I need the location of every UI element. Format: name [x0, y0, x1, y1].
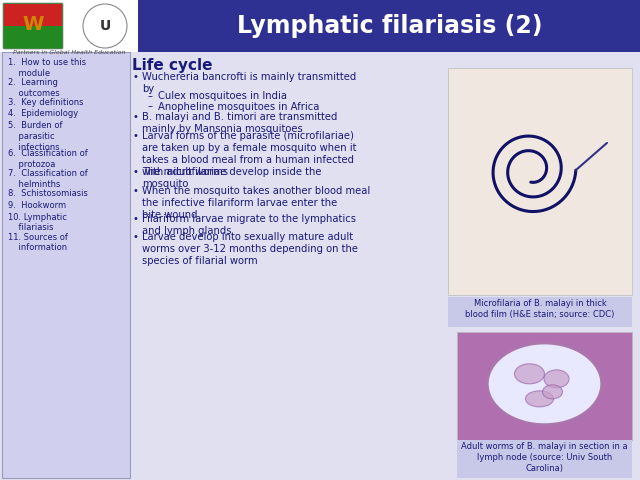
Text: •: •	[132, 131, 138, 141]
Text: U: U	[99, 19, 111, 33]
Text: 10. Lymphatic
    filariasis: 10. Lymphatic filariasis	[8, 213, 67, 232]
Text: Wuchereria bancrofti is mainly transmitted
by: Wuchereria bancrofti is mainly transmitt…	[142, 72, 356, 94]
Text: •: •	[132, 72, 138, 82]
Text: When the mosquito takes another blood meal
the infective filariform larvae enter: When the mosquito takes another blood me…	[142, 186, 371, 220]
Text: 5.  Burden of
    parasitic
    infections: 5. Burden of parasitic infections	[8, 121, 63, 152]
Text: 9.  Hookworm: 9. Hookworm	[8, 201, 66, 210]
Text: Life cycle: Life cycle	[132, 58, 212, 73]
Ellipse shape	[544, 370, 569, 388]
Text: Larvae develop into sexually mature adult
worms over 3-12 months depending on th: Larvae develop into sexually mature adul…	[142, 232, 358, 266]
Text: •: •	[132, 186, 138, 196]
Text: –: –	[148, 101, 153, 111]
Text: Larval forms of the parasite (microfilariae)
are taken up by a female mosquito w: Larval forms of the parasite (microfilar…	[142, 131, 356, 177]
FancyBboxPatch shape	[0, 52, 640, 480]
FancyBboxPatch shape	[457, 440, 632, 478]
Text: Filariform larvae migrate to the lymphatics
and lymph glands: Filariform larvae migrate to the lymphat…	[142, 214, 356, 236]
FancyBboxPatch shape	[448, 297, 632, 327]
Text: Microfilaria of B. malayi in thick
blood film (H&E stain; source: CDC): Microfilaria of B. malayi in thick blood…	[465, 299, 614, 319]
FancyBboxPatch shape	[0, 0, 640, 52]
Text: W: W	[22, 15, 44, 35]
Text: Adult worms of B. malayi in section in a
lymph node (source: Univ South
Carolina: Adult worms of B. malayi in section in a…	[461, 442, 628, 473]
Ellipse shape	[488, 343, 602, 424]
Text: 7.  Classification of
    helminths: 7. Classification of helminths	[8, 169, 88, 189]
Text: 11. Sources of
    information: 11. Sources of information	[8, 232, 68, 252]
Text: 4.  Epidemiology: 4. Epidemiology	[8, 109, 78, 119]
Text: Culex mosquitoes in India: Culex mosquitoes in India	[158, 91, 287, 101]
Text: •: •	[132, 112, 138, 122]
FancyBboxPatch shape	[4, 4, 62, 26]
Text: •: •	[132, 232, 138, 242]
Text: •: •	[132, 214, 138, 224]
Ellipse shape	[543, 385, 563, 399]
Text: Partners in Global Health Education: Partners in Global Health Education	[13, 50, 125, 55]
Text: 2.  Learning
    outcomes: 2. Learning outcomes	[8, 78, 60, 98]
Text: Anopheline mosquitoes in Africa: Anopheline mosquitoes in Africa	[158, 101, 319, 111]
FancyBboxPatch shape	[448, 68, 632, 295]
Text: 1.  How to use this
    module: 1. How to use this module	[8, 58, 86, 78]
Text: •: •	[132, 167, 138, 177]
Text: B. malayi and B. timori are transmitted
mainly by Mansonia mosquitoes: B. malayi and B. timori are transmitted …	[142, 112, 337, 134]
FancyBboxPatch shape	[0, 0, 138, 52]
Text: 6.  Classification of
    protozoa: 6. Classification of protozoa	[8, 149, 88, 169]
Text: –: –	[148, 91, 153, 101]
Circle shape	[83, 4, 127, 48]
Ellipse shape	[525, 391, 554, 407]
FancyBboxPatch shape	[3, 3, 63, 49]
Text: Lymphatic filariasis (2): Lymphatic filariasis (2)	[237, 14, 543, 38]
Text: 8.  Schistosomiasis: 8. Schistosomiasis	[8, 190, 88, 199]
FancyBboxPatch shape	[457, 332, 632, 440]
Text: 3.  Key definitions: 3. Key definitions	[8, 98, 83, 107]
Text: The microfilariae develop inside the
mosquito: The microfilariae develop inside the mos…	[142, 167, 321, 189]
Ellipse shape	[515, 364, 545, 384]
FancyBboxPatch shape	[2, 52, 130, 478]
